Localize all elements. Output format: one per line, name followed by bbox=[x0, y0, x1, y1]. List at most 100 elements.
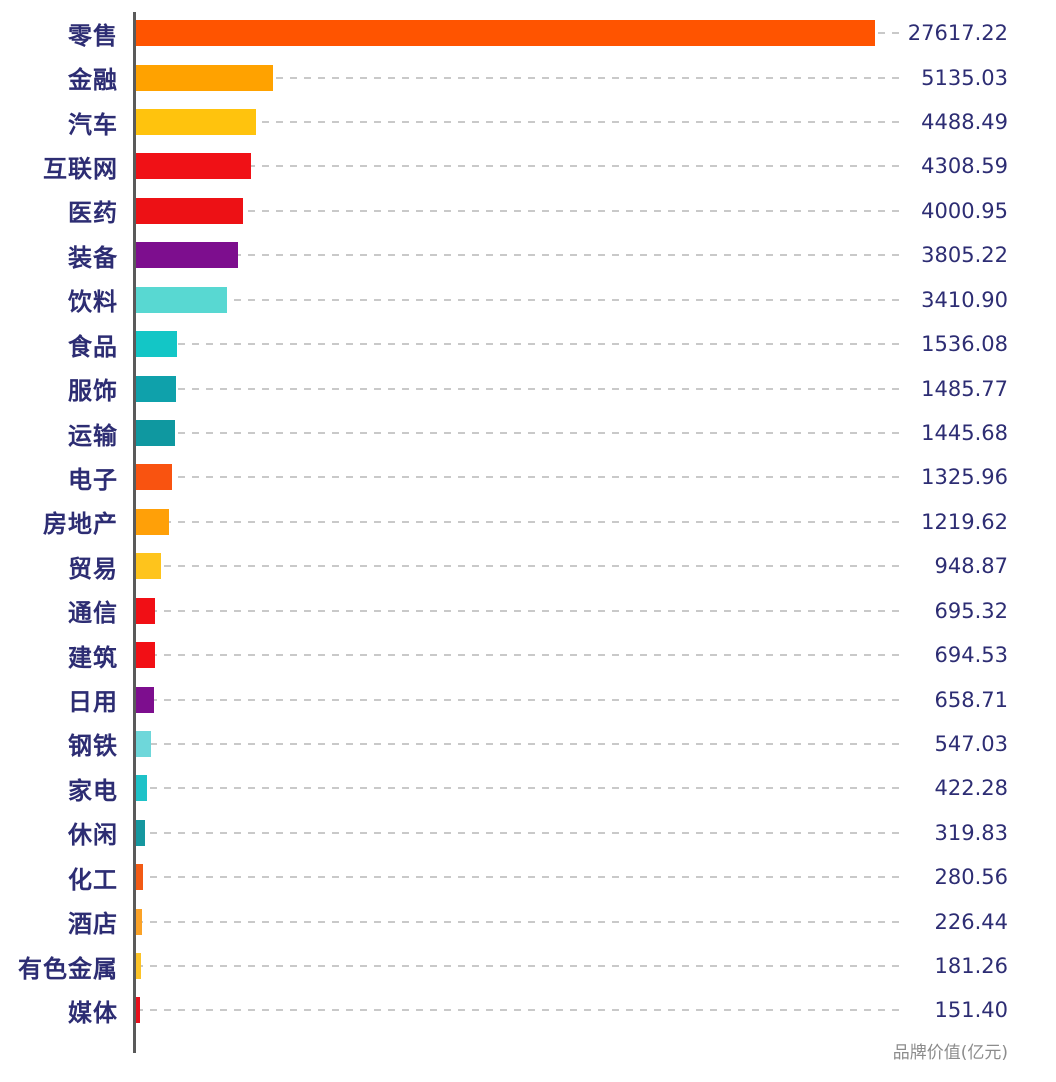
category-label: 有色金属 bbox=[18, 954, 118, 983]
leader-line bbox=[136, 343, 903, 346]
leader-line bbox=[136, 121, 903, 124]
category-label: 零售 bbox=[68, 21, 118, 50]
value-label: 4308.59 bbox=[921, 154, 1008, 179]
bar-row: 酒店 226.44 bbox=[0, 899, 1056, 943]
bar bbox=[136, 375, 176, 402]
value-label: 695.32 bbox=[934, 598, 1008, 623]
chart-rows: 零售 27617.22 金融 5135.03 汽车 4488.49 互联网 4308.59 医药… bbox=[0, 11, 1056, 1033]
bar-row: 贸易 948.87 bbox=[0, 544, 1056, 588]
value-label: 422.28 bbox=[934, 776, 1008, 801]
category-label: 贸易 bbox=[68, 554, 118, 583]
value-label: 280.56 bbox=[934, 865, 1008, 890]
plot-track bbox=[133, 411, 905, 455]
value-label: 694.53 bbox=[934, 643, 1008, 668]
leader-line bbox=[136, 609, 903, 612]
category-label: 汽车 bbox=[68, 110, 118, 139]
leader-line bbox=[136, 254, 903, 257]
value-label: 547.03 bbox=[934, 731, 1008, 756]
plot-track bbox=[133, 722, 905, 766]
bar-row: 运输 1445.68 bbox=[0, 411, 1056, 455]
plot-track bbox=[133, 588, 905, 632]
bar bbox=[136, 819, 145, 846]
bar-row: 休闲 319.83 bbox=[0, 811, 1056, 855]
category-label: 房地产 bbox=[43, 510, 118, 539]
bar-row: 房地产 1219.62 bbox=[0, 500, 1056, 544]
plot-track bbox=[133, 944, 905, 988]
bar-row: 食品 1536.08 bbox=[0, 322, 1056, 366]
plot-track bbox=[133, 144, 905, 188]
bar-row: 化工 280.56 bbox=[0, 855, 1056, 899]
bar-row: 饮料 3410.90 bbox=[0, 278, 1056, 322]
bar bbox=[136, 997, 140, 1024]
value-label: 658.71 bbox=[934, 687, 1008, 712]
value-label: 27617.22 bbox=[907, 21, 1008, 46]
bar bbox=[136, 508, 169, 535]
plot-track bbox=[133, 322, 905, 366]
plot-track bbox=[133, 55, 905, 99]
bar bbox=[136, 20, 875, 47]
value-label: 1325.96 bbox=[921, 465, 1008, 490]
category-label: 钢铁 bbox=[68, 732, 118, 761]
plot-track bbox=[133, 366, 905, 410]
bar bbox=[136, 197, 244, 224]
bar-row: 建筑 694.53 bbox=[0, 633, 1056, 677]
plot-track bbox=[133, 855, 905, 899]
bar bbox=[136, 597, 155, 624]
plot-track bbox=[133, 189, 905, 233]
bar-row: 钢铁 547.03 bbox=[0, 722, 1056, 766]
value-label: 948.87 bbox=[934, 554, 1008, 579]
leader-line bbox=[136, 209, 903, 212]
value-label: 1485.77 bbox=[921, 376, 1008, 401]
leader-line bbox=[136, 165, 903, 168]
value-label: 3805.22 bbox=[921, 243, 1008, 268]
category-label: 饮料 bbox=[68, 288, 118, 317]
leader-line bbox=[136, 1009, 903, 1012]
bar-row: 有色金属 181.26 bbox=[0, 944, 1056, 988]
leader-line bbox=[136, 520, 903, 523]
category-label: 食品 bbox=[68, 332, 118, 361]
leader-line bbox=[136, 965, 903, 968]
bar bbox=[136, 686, 154, 713]
category-label: 服饰 bbox=[68, 377, 118, 406]
category-label: 运输 bbox=[68, 421, 118, 450]
bar-row: 日用 658.71 bbox=[0, 677, 1056, 721]
value-label: 1445.68 bbox=[921, 421, 1008, 445]
category-label: 酒店 bbox=[68, 910, 118, 939]
value-label: 4488.49 bbox=[921, 110, 1008, 135]
leader-line bbox=[136, 387, 903, 390]
bar bbox=[136, 864, 144, 891]
bar-row: 服饰 1485.77 bbox=[0, 366, 1056, 410]
category-label: 日用 bbox=[68, 688, 118, 717]
plot-track bbox=[133, 100, 905, 144]
value-label: 4000.95 bbox=[921, 198, 1008, 223]
plot-track bbox=[133, 677, 905, 721]
bar bbox=[136, 64, 274, 91]
leader-line bbox=[136, 742, 903, 745]
value-label: 1536.08 bbox=[921, 332, 1008, 357]
bar bbox=[136, 908, 143, 935]
plot-track bbox=[133, 633, 905, 677]
category-label: 化工 bbox=[68, 865, 118, 894]
plot-track bbox=[133, 278, 905, 322]
plot-track bbox=[133, 766, 905, 810]
y-axis-line bbox=[133, 12, 136, 1053]
value-label: 1219.62 bbox=[921, 509, 1008, 534]
bar bbox=[136, 109, 257, 136]
bar bbox=[136, 953, 141, 980]
bar bbox=[136, 464, 172, 491]
value-label: 181.26 bbox=[934, 954, 1008, 979]
plot-track bbox=[133, 455, 905, 499]
category-label: 装备 bbox=[68, 243, 118, 272]
bar-row: 金融 5135.03 bbox=[0, 55, 1056, 99]
bar-row: 媒体 151.40 bbox=[0, 988, 1056, 1032]
bar bbox=[136, 420, 175, 446]
bar bbox=[136, 775, 148, 802]
leader-line bbox=[136, 565, 903, 568]
category-label: 建筑 bbox=[68, 643, 118, 672]
bar bbox=[136, 553, 162, 580]
bar-row: 装备 3805.22 bbox=[0, 233, 1056, 277]
value-label: 151.40 bbox=[934, 998, 1008, 1023]
leader-line bbox=[136, 476, 903, 479]
plot-track bbox=[133, 811, 905, 855]
